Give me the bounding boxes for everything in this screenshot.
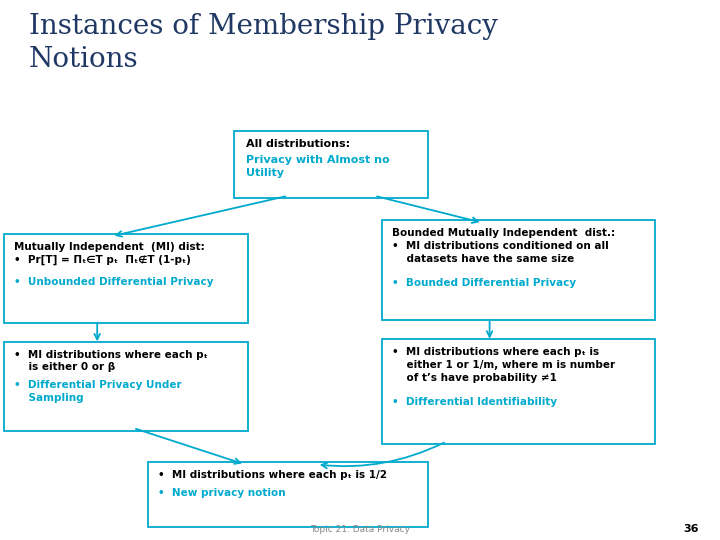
FancyBboxPatch shape xyxy=(148,462,428,526)
Text: •  MI distributions where each pₜ is
    either 1 or 1/m, where m is number
    : • MI distributions where each pₜ is eith… xyxy=(392,347,616,382)
Text: •  Differential Identifiability: • Differential Identifiability xyxy=(392,396,557,407)
Text: Instances of Membership Privacy
Notions: Instances of Membership Privacy Notions xyxy=(29,14,498,73)
Text: •  Differential Privacy Under
    Sampling: • Differential Privacy Under Sampling xyxy=(14,380,182,403)
Text: Topic 21: Data Privacy: Topic 21: Data Privacy xyxy=(310,524,410,534)
Text: •  Unbounded Differential Privacy: • Unbounded Differential Privacy xyxy=(14,278,214,287)
Text: 36: 36 xyxy=(683,523,698,534)
Text: All distributions:: All distributions: xyxy=(246,139,351,149)
Text: •  Bounded Differential Privacy: • Bounded Differential Privacy xyxy=(392,278,577,288)
FancyBboxPatch shape xyxy=(382,220,655,320)
Text: Bounded Mutually Independent  dist.:
•  MI distributions conditioned on all
    : Bounded Mutually Independent dist.: • MI… xyxy=(392,228,616,264)
Text: Mutually Independent  (MI) dist:
•  Pr[T] = Πₜ∈T pₜ  Πₜ∉T (1-pₜ): Mutually Independent (MI) dist: • Pr[T] … xyxy=(14,241,205,265)
FancyBboxPatch shape xyxy=(234,131,428,199)
Text: •  MI distributions where each pₜ
    is either 0 or β: • MI distributions where each pₜ is eith… xyxy=(14,350,208,373)
FancyBboxPatch shape xyxy=(4,233,248,322)
Text: •  MI distributions where each pₜ is 1/2: • MI distributions where each pₜ is 1/2 xyxy=(158,470,387,480)
FancyBboxPatch shape xyxy=(382,339,655,444)
FancyBboxPatch shape xyxy=(4,342,248,431)
Text: Privacy with Almost no
Utility: Privacy with Almost no Utility xyxy=(246,156,390,178)
Text: •  New privacy notion: • New privacy notion xyxy=(158,488,286,498)
